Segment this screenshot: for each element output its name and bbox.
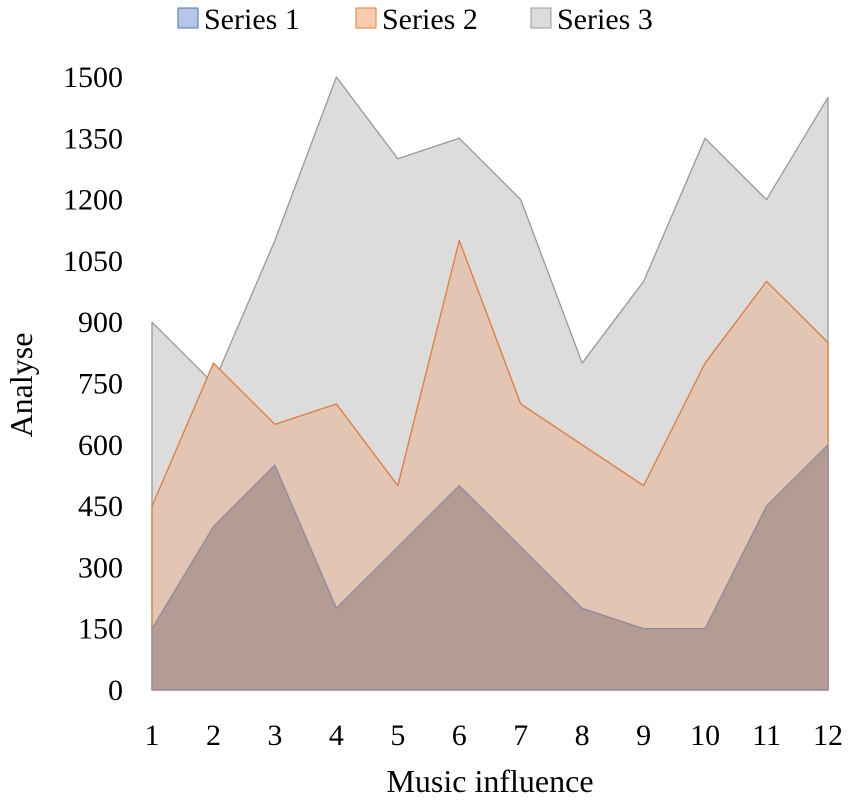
y-axis-ticks: 0 150 300 450 600 750 900 1050 1200 1350 1500 xyxy=(63,61,123,707)
legend: Series 1 Series 2 Series 3 xyxy=(177,3,653,36)
legend-label: Series 2 xyxy=(382,3,478,36)
x-tick-label: 10 xyxy=(690,719,720,752)
x-tick-label: 2 xyxy=(206,719,221,752)
y-tick-label: 600 xyxy=(78,429,123,462)
x-tick-label: 7 xyxy=(513,719,528,752)
x-tick-label: 6 xyxy=(452,719,467,752)
legend-swatch xyxy=(177,7,199,29)
y-tick-label: 0 xyxy=(108,674,123,707)
x-tick-label: 9 xyxy=(636,719,651,752)
y-tick-label: 1200 xyxy=(63,184,123,217)
legend-item-series-1: Series 1 xyxy=(177,3,300,36)
x-tick-label: 8 xyxy=(575,719,590,752)
legend-item-series-2: Series 2 xyxy=(355,3,478,36)
legend-label: Series 1 xyxy=(204,3,300,36)
y-tick-label: 1350 xyxy=(63,122,123,155)
area-series-1 xyxy=(151,444,829,691)
x-tick-label: 3 xyxy=(267,719,282,752)
y-tick-label: 1500 xyxy=(63,61,123,94)
x-tick-label: 11 xyxy=(752,719,781,752)
y-tick-label: 450 xyxy=(78,490,123,523)
y-tick-label: 900 xyxy=(78,306,123,339)
y-tick-label: 300 xyxy=(78,551,123,584)
y-tick-label: 1050 xyxy=(63,245,123,278)
x-tick-label: 1 xyxy=(145,719,160,752)
legend-swatch xyxy=(530,7,552,29)
y-tick-label: 150 xyxy=(78,613,123,646)
legend-label: Series 3 xyxy=(557,3,653,36)
x-tick-label: 5 xyxy=(390,719,405,752)
y-axis-title: Analyse xyxy=(3,333,39,438)
y-tick-label: 750 xyxy=(78,368,123,401)
legend-item-series-3: Series 3 xyxy=(530,3,653,36)
x-tick-label: 12 xyxy=(813,719,843,752)
plot-areas xyxy=(151,76,829,691)
x-axis-title: Music influence xyxy=(386,763,593,799)
legend-swatch xyxy=(355,7,377,29)
x-tick-label: 4 xyxy=(329,719,344,752)
x-axis-ticks: 1 2 3 4 5 6 7 8 9 10 11 12 xyxy=(145,719,844,752)
